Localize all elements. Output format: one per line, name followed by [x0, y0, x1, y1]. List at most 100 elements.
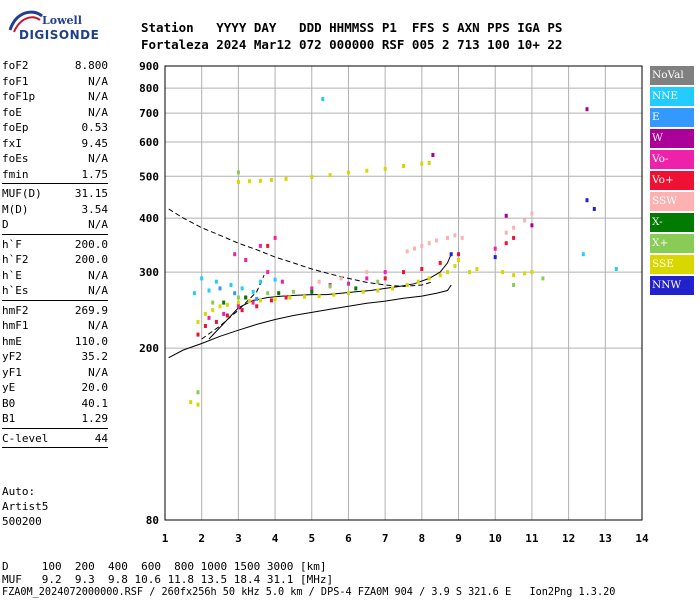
- param-row: C-level 44: [2, 431, 108, 447]
- point-nne: [229, 283, 233, 287]
- point-x+: [236, 295, 240, 300]
- point-w: [504, 213, 508, 218]
- param-label: B1: [2, 412, 16, 425]
- x-tick-label: 7: [382, 532, 389, 545]
- x-tick-label: 1: [162, 532, 169, 545]
- param-row: h`F 200.0: [2, 237, 108, 253]
- param-value: 35.2: [81, 350, 109, 363]
- point-vo+: [420, 267, 424, 271]
- point-vo-: [244, 258, 248, 262]
- param-row: MUF(D) 31.15: [2, 186, 108, 202]
- point-x+: [266, 291, 270, 296]
- point-vo+: [225, 313, 229, 318]
- point-vo+: [196, 332, 200, 337]
- point-sse: [310, 175, 314, 179]
- param-value: 200.0: [74, 253, 108, 266]
- point-nne: [321, 97, 325, 101]
- point-ssw: [512, 225, 516, 230]
- param-row: h`Es N/A: [2, 283, 108, 299]
- point-sse: [273, 296, 277, 301]
- point-x+: [328, 284, 332, 289]
- header-row-labels: Station YYYY DAY DDD HHMMSS P1 FFS S AXN…: [141, 20, 563, 35]
- point-vo-: [493, 246, 497, 251]
- param-separator: [2, 447, 108, 448]
- y-tick-label: 600: [139, 136, 159, 149]
- y-tick-label: 700: [139, 107, 159, 120]
- point-sse: [420, 161, 424, 166]
- plot-area: [165, 66, 642, 520]
- point-x-: [354, 286, 358, 291]
- param-value: N/A: [88, 218, 108, 231]
- point-vo+: [457, 252, 460, 257]
- point-vo+: [266, 243, 270, 248]
- param-value: 9.45: [81, 136, 109, 150]
- point-x+: [291, 289, 295, 294]
- y-tick-label: 400: [139, 212, 159, 225]
- param-value: N/A: [88, 365, 108, 379]
- param-value: N/A: [88, 284, 108, 297]
- point-sse: [405, 283, 409, 287]
- param-label: B0: [2, 396, 16, 410]
- point-vo+: [504, 241, 508, 246]
- point-sse: [347, 291, 350, 296]
- param-label: yF2: [2, 350, 22, 363]
- point-sse: [501, 270, 505, 275]
- legend-item: SSE: [650, 255, 694, 274]
- point-sse: [247, 179, 251, 184]
- point-sse: [530, 270, 534, 275]
- point-e: [233, 291, 237, 296]
- parameter-panel: foF2 8.800 foF1 N/A foF1p N/A foE N/A foEp 0.53 fx…: [2, 58, 108, 450]
- param-label: foF2: [2, 59, 29, 72]
- logo-lowell-text: Lowell: [42, 14, 82, 27]
- param-value: 1.29: [81, 412, 109, 425]
- point-w: [431, 153, 435, 157]
- point-vo+: [203, 324, 207, 328]
- point-nne: [581, 252, 585, 257]
- point-ssw: [427, 241, 431, 246]
- point-nne: [251, 289, 255, 294]
- plot-border: [164, 65, 643, 521]
- point-nne: [258, 279, 262, 284]
- param-label: foEp: [2, 121, 29, 134]
- point-sse: [302, 294, 306, 299]
- point-vo-: [280, 279, 284, 284]
- point-vo-: [222, 311, 226, 316]
- param-label: yF1: [2, 365, 22, 379]
- param-label: M(D): [2, 202, 29, 216]
- digisonde-logo: Lowell DIGISONDE: [6, 6, 99, 42]
- legend-item: SSW: [650, 192, 694, 211]
- param-value: N/A: [88, 319, 108, 332]
- point-ssw: [460, 235, 464, 240]
- distance-row: D 100 200 400 600 800 1000 1500 3000 [km…: [2, 560, 327, 573]
- point-ssw: [446, 235, 449, 240]
- param-label: foEs: [2, 152, 29, 165]
- point-sse: [453, 263, 457, 268]
- param-value: N/A: [88, 268, 108, 282]
- param-value: 1.75: [81, 167, 109, 181]
- y-tick-label: 200: [139, 342, 159, 355]
- point-vo-: [310, 286, 314, 291]
- point-x+: [376, 279, 380, 284]
- point-sse: [236, 180, 240, 184]
- param-value: 8.800: [74, 59, 108, 72]
- legend-item: X+: [650, 234, 694, 253]
- point-vo-: [347, 281, 350, 286]
- param-separator: [2, 233, 108, 235]
- param-row: M(D) 3.54: [2, 202, 108, 218]
- param-value: 110.0: [74, 334, 108, 348]
- point-vo-: [258, 243, 262, 248]
- point-sse: [258, 298, 262, 303]
- point-vo+: [383, 276, 387, 281]
- point-sse: [258, 178, 262, 183]
- point-sse: [475, 267, 479, 271]
- param-label: fmin: [2, 167, 29, 181]
- point-vo+: [438, 260, 442, 265]
- muf-row: MUF 9.2 9.3 9.8 10.6 11.8 13.5 18.4 31.1…: [2, 573, 334, 586]
- param-label: hmF1: [2, 319, 29, 332]
- param-row: h`E N/A: [2, 268, 108, 284]
- point-sse: [225, 302, 229, 307]
- point-x-: [244, 295, 248, 300]
- point-ssw: [504, 230, 508, 235]
- point-nne: [207, 288, 211, 293]
